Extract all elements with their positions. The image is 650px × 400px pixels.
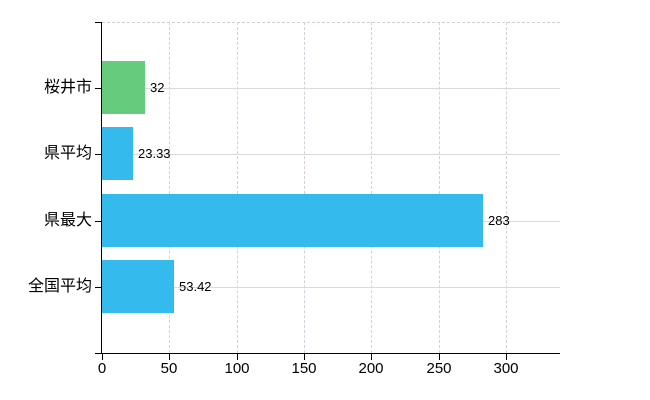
x-tick xyxy=(169,353,170,360)
bar-value-label: 23.33 xyxy=(138,146,171,161)
y-tick xyxy=(95,221,102,222)
x-tick-label: 50 xyxy=(160,360,178,377)
gridline-vertical xyxy=(439,22,440,353)
gridline-horizontal xyxy=(102,287,560,288)
bar-value-label: 283 xyxy=(488,213,510,228)
category-label: 全国平均 xyxy=(27,278,92,295)
category-label: 桜井市 xyxy=(43,79,92,96)
bar xyxy=(102,127,133,180)
x-tick-label: 100 xyxy=(224,360,250,377)
x-tick-label: 200 xyxy=(358,360,384,377)
plot-top-border xyxy=(102,22,560,23)
x-tick xyxy=(102,353,103,360)
y-tick xyxy=(95,154,102,155)
y-tick xyxy=(95,88,102,89)
x-tick xyxy=(371,353,372,360)
x-tick xyxy=(506,353,507,360)
bar-value-label: 53.42 xyxy=(179,279,212,294)
bar xyxy=(102,260,174,313)
x-tick xyxy=(237,353,238,360)
x-tick-label: 0 xyxy=(97,360,107,377)
y-tick xyxy=(95,353,102,354)
gridline-vertical xyxy=(304,22,305,353)
gridline-horizontal xyxy=(102,154,560,155)
y-axis xyxy=(101,22,102,354)
x-axis xyxy=(101,353,560,354)
gridline-horizontal xyxy=(102,88,560,89)
x-tick-label: 250 xyxy=(426,360,452,377)
gridline-vertical xyxy=(371,22,372,353)
category-label: 県最大 xyxy=(43,212,92,229)
x-tick-label: 300 xyxy=(493,360,519,377)
y-tick xyxy=(95,22,102,23)
bar-value-label: 32 xyxy=(150,80,165,95)
bar xyxy=(102,61,145,114)
x-tick xyxy=(304,353,305,360)
bar xyxy=(102,194,483,247)
x-tick xyxy=(439,353,440,360)
x-tick-label: 150 xyxy=(291,360,317,377)
gridline-vertical xyxy=(237,22,238,353)
gridline-vertical xyxy=(169,22,170,353)
y-tick xyxy=(95,287,102,288)
gridline-vertical xyxy=(506,22,507,353)
category-label: 県平均 xyxy=(43,145,92,162)
